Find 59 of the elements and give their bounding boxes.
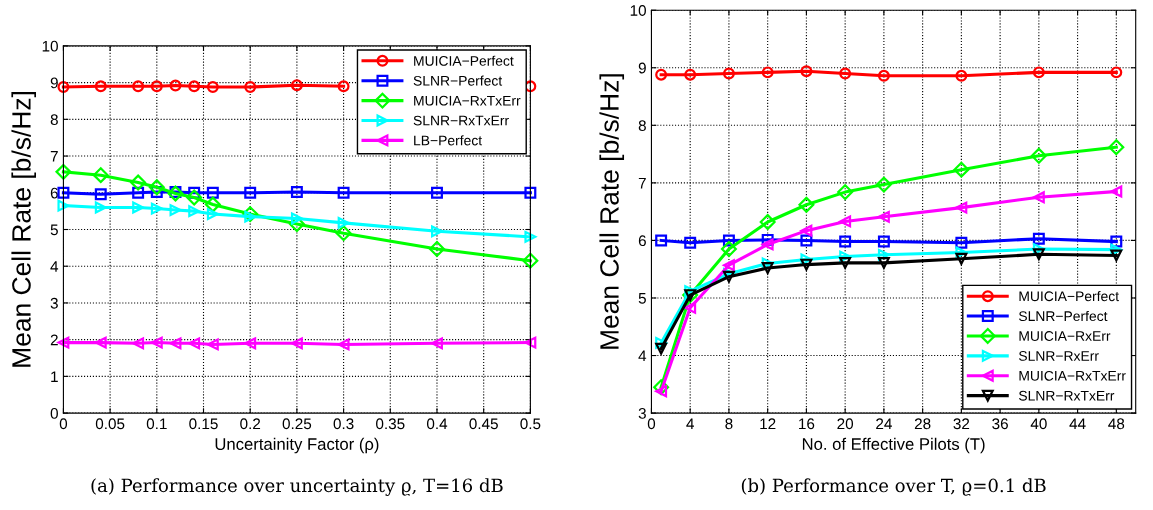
- y-tick-label: 7: [50, 151, 58, 162]
- x-tick-label: 8: [725, 418, 733, 430]
- y-tick-label: 2: [50, 334, 58, 346]
- y-tick-label: 4: [638, 350, 647, 362]
- y-tick-label: 4: [50, 261, 59, 272]
- y-axis-title: Mean Cell Rate [b/s/Hz]: [11, 92, 37, 367]
- legend-label: SLNR−Perfect: [1018, 310, 1108, 322]
- x-tick-label: 40: [1030, 418, 1047, 430]
- text: (a) Performance over uncertainty ϱ, T=16 dB: [91, 478, 503, 496]
- y-tick-label: 9: [638, 62, 646, 74]
- legend-label: SLNR−RxErr: [1018, 351, 1099, 361]
- x-tick-label: 36: [992, 418, 1008, 430]
- y-tick-label: 3: [50, 297, 58, 309]
- legend-label: MUICIA−RxTxErr: [1019, 370, 1126, 381]
- x-tick-label: 48: [1108, 418, 1125, 430]
- y-tick-label: 9: [50, 77, 58, 89]
- legend-label: MUICIA−Perfect: [1019, 290, 1119, 302]
- legend-label: SLNR−Perfect: [413, 75, 503, 86]
- legend-label: LB−Perfect: [414, 135, 483, 146]
- y-tick-label: 1: [51, 371, 58, 382]
- text: (b) Performance over T, ϱ=0.1 dB: [741, 478, 1046, 496]
- y-tick-label: 0: [50, 407, 58, 419]
- legend-label: MUICIA−Perfect: [414, 55, 514, 66]
- x-tick-label: 0.05: [95, 418, 125, 430]
- x-tick-label: 20: [837, 418, 854, 430]
- legend-label: MUICIA−RxTxErr: [414, 95, 521, 106]
- x-tick-label: 24: [876, 418, 892, 430]
- y-axis-title: Mean Cell Rate [b/s/Hz]: [599, 74, 625, 349]
- x-tick-label: 44: [1069, 418, 1086, 430]
- x-tick-label: 0.25: [282, 418, 312, 430]
- y-tick-label: 8: [50, 114, 58, 126]
- x-tick-label: 0: [647, 418, 656, 430]
- x-axis-title: No. of Effective Pilots (T): [802, 437, 985, 454]
- x-tick-label: 12: [760, 418, 776, 430]
- x-tick-label: 0.35: [376, 418, 405, 430]
- x-tick-label: 0.3: [333, 418, 354, 430]
- legend-label: MUICIA−RxErr: [1019, 331, 1111, 341]
- x-tick-label: 0.2: [240, 418, 261, 430]
- y-tick-label: 3: [638, 407, 646, 419]
- y-tick-label: 7: [638, 177, 646, 189]
- y-tick-label: 5: [50, 224, 58, 236]
- x-tick-label: 0.45: [469, 418, 498, 430]
- x-axis-title: Uncertainity Factor (ρ): [215, 437, 379, 454]
- x-tick-label: 4: [686, 418, 694, 430]
- legend-label: SLNR−RxTxErr: [413, 115, 509, 126]
- x-tick-label: 16: [799, 418, 815, 430]
- x-tick-label: 0.5: [520, 418, 541, 430]
- x-tick-label: 0.4: [426, 418, 448, 430]
- legend-label: SLNR−RxTxErr: [1018, 390, 1115, 401]
- x-tick-label: 28: [914, 418, 931, 430]
- x-tick-label: 0.1: [146, 418, 167, 430]
- y-tick-label: 5: [638, 293, 646, 304]
- x-tick-label: 0.15: [189, 418, 218, 430]
- x-tick-label: 32: [953, 418, 970, 430]
- y-tick-label: 10: [630, 5, 646, 16]
- y-tick-label: 8: [638, 120, 646, 131]
- y-tick-label: 6: [638, 235, 646, 247]
- y-tick-label: 10: [42, 40, 58, 52]
- x-tick-label: 0: [59, 418, 68, 430]
